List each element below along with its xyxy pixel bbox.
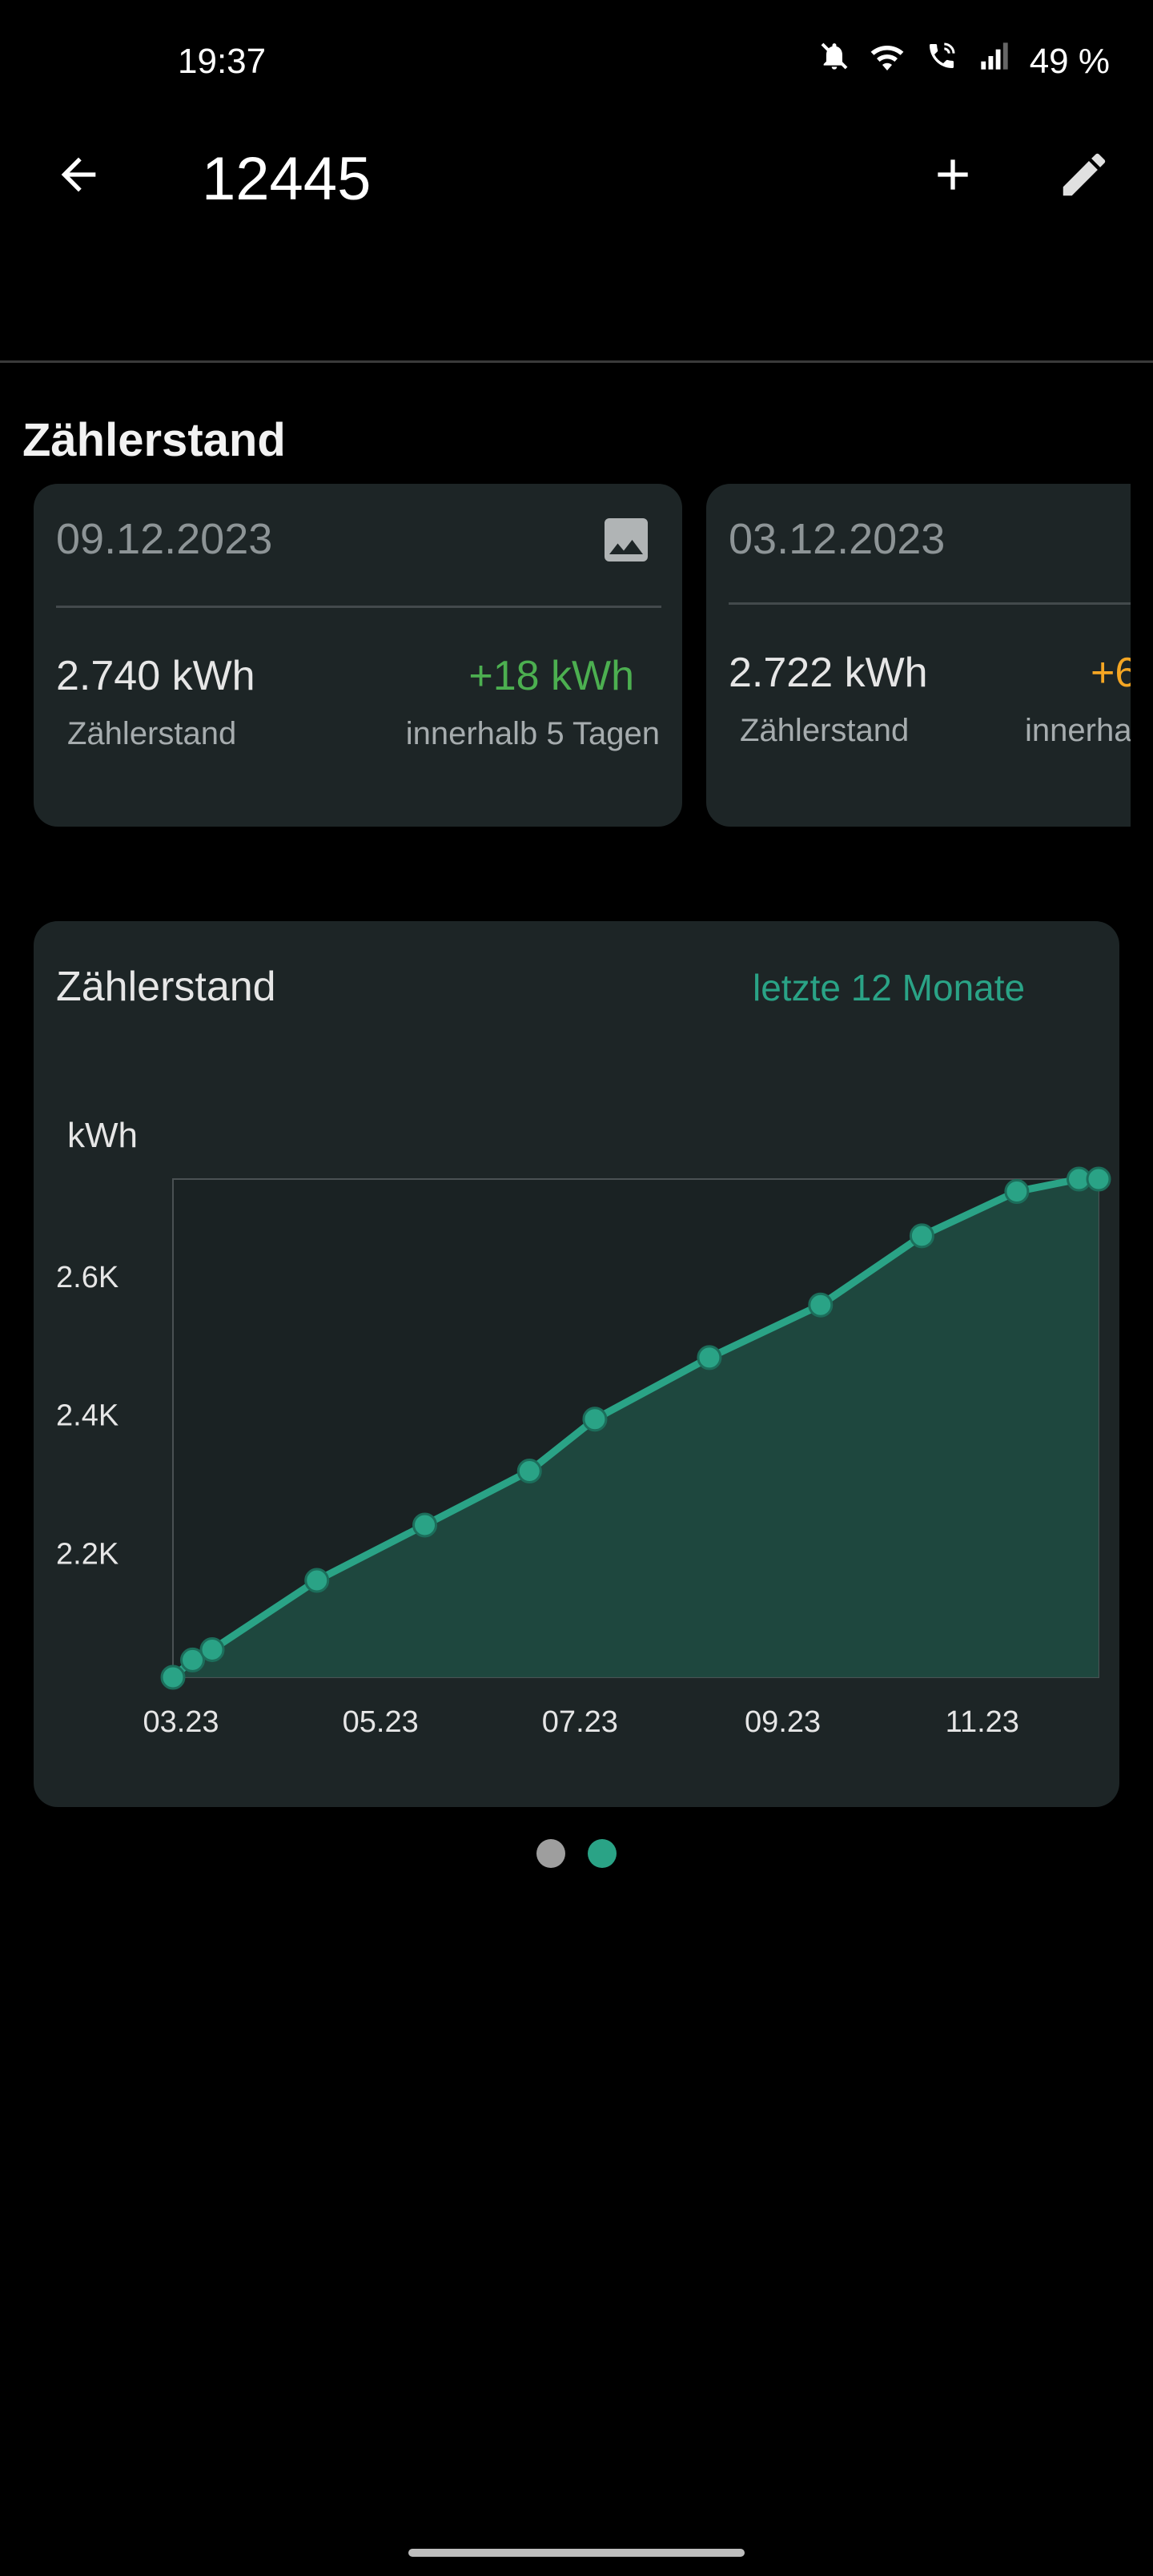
x-tick-label: 03.23 [143, 1705, 219, 1739]
battery-level: 49 % [1029, 42, 1110, 81]
reading-date: 03.12.2023 [729, 515, 946, 563]
wifi-icon [870, 46, 904, 70]
reading-cards-carousel[interactable]: 09.12.2023 2.740 kWh Zählerstand +18 kWh… [34, 484, 1131, 827]
reading-card[interactable]: 09.12.2023 2.740 kWh Zählerstand +18 kWh… [34, 484, 682, 827]
meter-chart: kWh 2.2K 2.4K 2.6K 03.23 05.23 07.23 09.23 11.23 [56, 1116, 1111, 1739]
data-point [697, 1345, 722, 1371]
x-tick-label: 09.23 [745, 1705, 821, 1739]
reading-date: 09.12.2023 [56, 515, 273, 563]
app-bar-divider [0, 360, 1153, 363]
data-point [909, 1223, 934, 1249]
pager-dot[interactable] [536, 1839, 565, 1868]
status-time: 19:37 [178, 42, 267, 81]
data-point [808, 1292, 834, 1318]
signal-icon [981, 42, 1008, 70]
pager-dot-active[interactable] [588, 1839, 617, 1868]
data-point [1004, 1179, 1030, 1205]
back-button[interactable] [45, 141, 112, 208]
reading-value-label: Zählerstand [67, 716, 237, 751]
home-indicator [408, 2549, 745, 2557]
x-tick-label: 07.23 [542, 1705, 618, 1739]
arrow-back-icon [61, 157, 96, 192]
reading-card[interactable]: 03.12.2023 2.722 kWh Zählerstand +6 inne… [706, 484, 1131, 827]
data-point [1086, 1166, 1111, 1192]
series-area [173, 1179, 1099, 1677]
chart-title: Zählerstand [56, 964, 276, 1010]
add-icon [938, 159, 968, 190]
data-point [582, 1407, 608, 1432]
section-title: Zählerstand [22, 414, 286, 466]
reading-delta-label: innerha [1025, 713, 1131, 748]
x-tick-label: 11.23 [946, 1705, 1019, 1739]
reading-value: 2.740 kWh [56, 653, 255, 699]
reading-delta: +18 kWh [468, 653, 634, 699]
data-point [199, 1636, 225, 1662]
reading-delta: +6 [1091, 650, 1131, 696]
wifi-calling-icon [930, 42, 955, 68]
data-point [180, 1647, 206, 1672]
y-tick-label: 2.4K [56, 1399, 119, 1433]
add-reading-button[interactable] [919, 141, 986, 208]
reading-value: 2.722 kWh [729, 650, 928, 696]
y-tick-label: 2.2K [56, 1538, 119, 1572]
edit-pencil-icon [1063, 153, 1106, 196]
y-axis-label: kWh [67, 1116, 138, 1155]
edit-button[interactable] [1051, 141, 1118, 208]
data-point [304, 1568, 330, 1593]
status-icons [818, 40, 1012, 72]
data-point [516, 1459, 542, 1484]
chart-range-selector[interactable]: letzte 12 Monate [753, 967, 1026, 1008]
card-divider [729, 602, 1131, 605]
reading-delta-label: innerhalb 5 Tagen [405, 716, 660, 751]
image-icon[interactable] [597, 511, 655, 569]
meter-title: 12445 [202, 145, 372, 213]
data-point [160, 1664, 186, 1690]
y-tick-label: 2.6K [56, 1261, 119, 1294]
reading-value-label: Zählerstand [740, 713, 910, 748]
bell-off-icon [821, 42, 848, 70]
data-point [412, 1512, 438, 1538]
card-divider [56, 606, 661, 608]
x-tick-label: 05.23 [343, 1705, 419, 1739]
